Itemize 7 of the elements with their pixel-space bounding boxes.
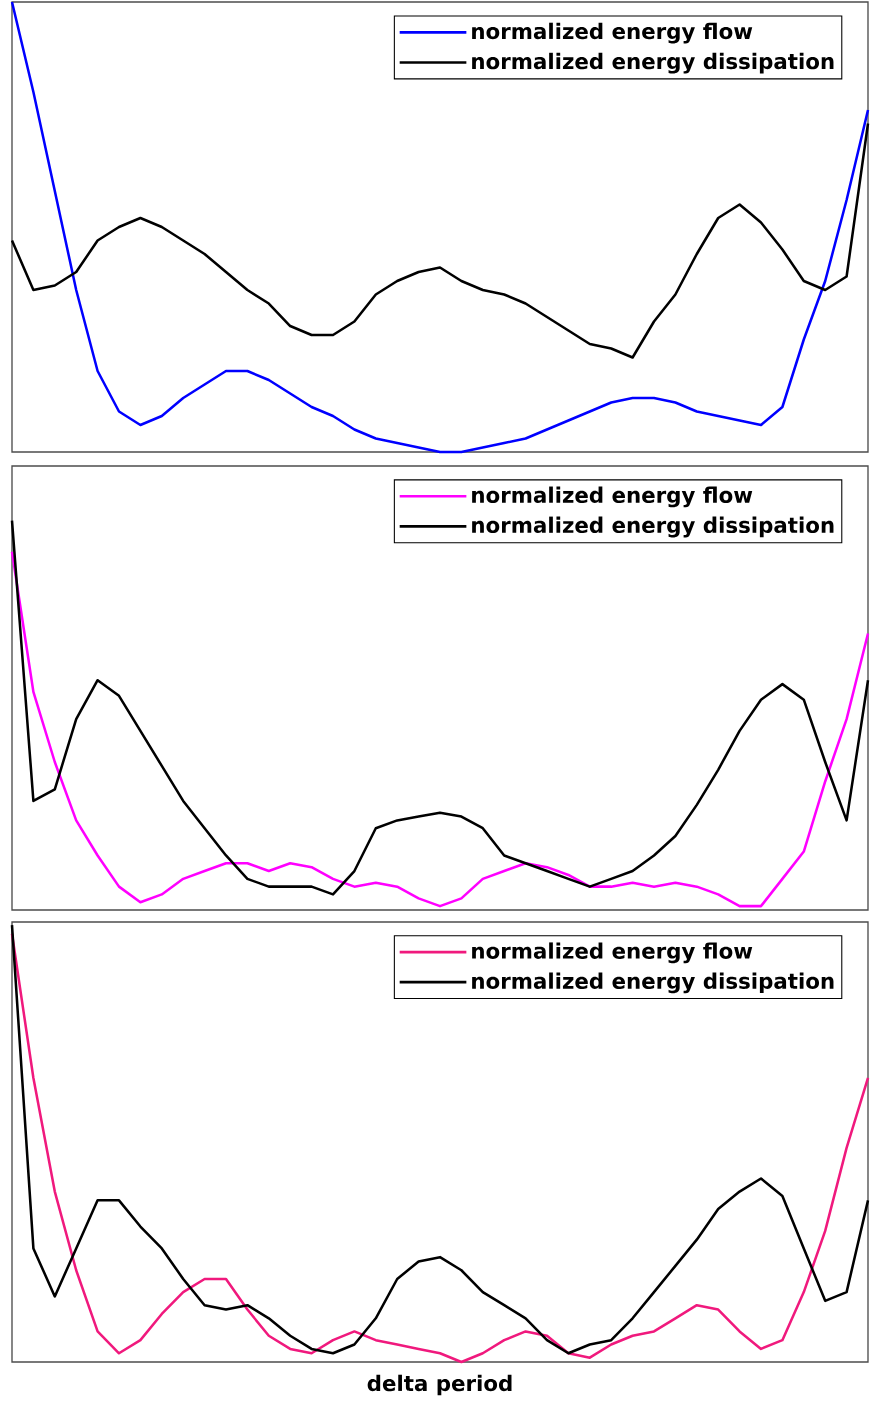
legend-label: normalized energy dissipation (472, 972, 834, 994)
legend-label: normalized energy dissipation (472, 516, 834, 538)
legend-label: normalized energy flow (472, 942, 753, 964)
legend-label: normalized energy flow (472, 22, 753, 44)
x-axis-title: delta period (367, 1374, 512, 1396)
legend-label: normalized energy dissipation (472, 52, 834, 74)
legend-label: normalized energy flow (472, 486, 753, 508)
